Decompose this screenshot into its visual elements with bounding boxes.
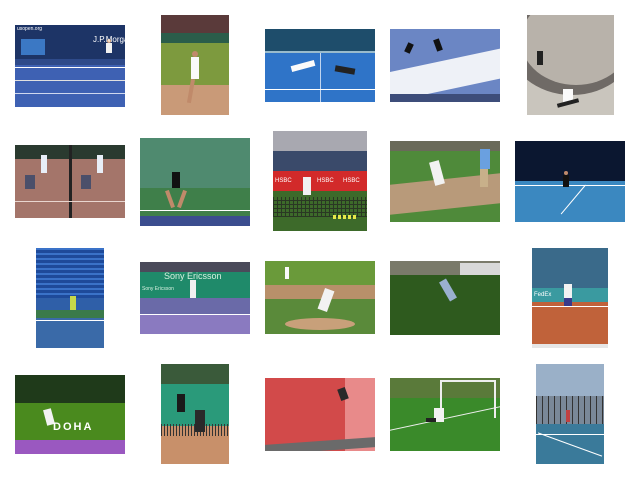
thumbnail-baseball-batter[interactable] bbox=[390, 141, 500, 222]
thumbnail-tennis-doubles-clay[interactable] bbox=[161, 364, 229, 464]
thumbnail-tennis-night[interactable] bbox=[515, 141, 625, 222]
thumbnail-tennis-stadium[interactable] bbox=[36, 248, 104, 348]
thumbnail-baseball-pitcher[interactable] bbox=[265, 261, 375, 334]
thumbnail-skateboard-bowl[interactable] bbox=[527, 15, 614, 115]
thumbnail-tennis-fedex[interactable]: FedEx bbox=[532, 248, 608, 348]
thumbnail-soccer-goalkeeper[interactable] bbox=[390, 378, 500, 451]
sponsor-text: DOHA bbox=[53, 421, 94, 433]
thumbnail-tennis-blue-lunge[interactable] bbox=[265, 29, 375, 102]
thumbnail-frisbee-dive[interactable] bbox=[390, 261, 500, 335]
thumbnail-tennis-doubles-pair[interactable] bbox=[15, 145, 125, 218]
thumbnail-skiing-jump[interactable] bbox=[390, 29, 500, 102]
thumbnail-tennis-hardcourt[interactable]: usopen.org J.P.Morga bbox=[15, 25, 125, 107]
thumbnail-tennis-clay-serve[interactable] bbox=[161, 15, 229, 115]
thumbnail-tennis-sony-ericsson[interactable]: Sony Ericsson Sony Ericsson bbox=[140, 262, 250, 334]
thumbnail-tennis-green-court[interactable] bbox=[140, 138, 250, 226]
thumbnail-skateboard-red-ramp[interactable] bbox=[265, 378, 375, 451]
thumbnail-tennis-hsbc[interactable]: HSBC HSBC HSBC bbox=[273, 131, 367, 231]
thumbnail-tennis-doha[interactable]: DOHA bbox=[15, 375, 125, 454]
thumbnail-tennis-fence-court[interactable] bbox=[536, 364, 604, 464]
